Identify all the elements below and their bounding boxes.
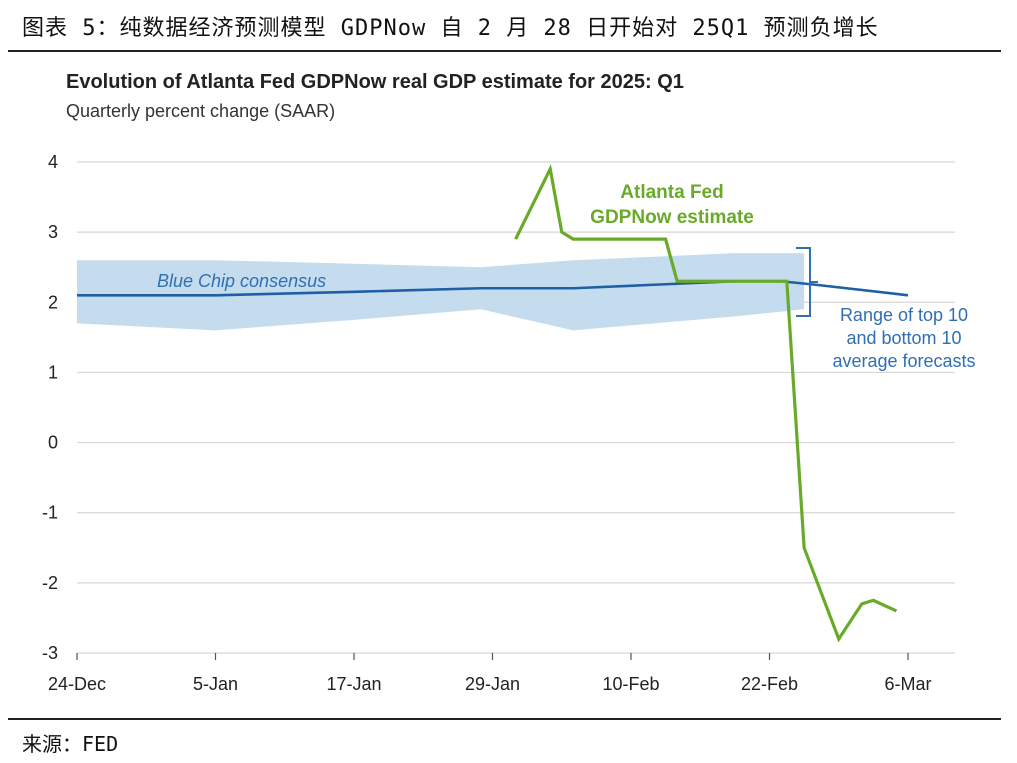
y-tick-label: -3 <box>42 643 58 663</box>
band-label-line-2: and bottom 10 <box>846 328 961 348</box>
y-tick-label: 2 <box>48 292 58 312</box>
x-tick-label: 22-Feb <box>741 674 798 694</box>
y-tick-label: 0 <box>48 433 58 453</box>
figure-caption: 图表 5：纯数据经济预测模型 GDPNow 自 2 月 28 日开始对 25Q1… <box>22 16 879 41</box>
y-tick-label: -1 <box>42 503 58 523</box>
gdpnow-label-line-2: GDPNow estimate <box>590 207 754 228</box>
x-axis-ticks: 24-Dec 5-Jan 17-Jan 29-Jan 10-Feb 22-Feb 6-Mar <box>48 653 932 694</box>
x-tick-label: 17-Jan <box>326 674 381 694</box>
series-lines <box>77 163 909 643</box>
x-tick-label: 5-Jan <box>193 674 238 694</box>
y-tick-label: 4 <box>48 152 58 172</box>
x-tick-label: 10-Feb <box>602 674 659 694</box>
band-label-line-1: Range of top 10 <box>840 305 968 325</box>
chart-subtitle: Quarterly percent change (SAAR) <box>66 101 335 121</box>
y-tick-label: 1 <box>48 362 58 382</box>
range-bracket <box>796 247 818 317</box>
y-tick-label: -2 <box>42 573 58 593</box>
y-tick-label: 3 <box>48 222 58 242</box>
bottom-rule <box>8 718 1001 720</box>
y-axis-ticks: 4 3 2 1 0 -1 -2 -3 <box>42 152 58 663</box>
source-note: 来源：FED <box>22 732 119 756</box>
x-tick-label: 6-Mar <box>884 674 931 694</box>
blue-chip-consensus-line <box>77 279 909 297</box>
consensus-label: Blue Chip consensus <box>157 271 326 291</box>
chart-title: Evolution of Atlanta Fed GDPNow real GDP… <box>66 71 684 93</box>
range-band-area <box>77 253 805 331</box>
x-tick-label: 29-Jan <box>465 674 520 694</box>
gdpnow-label-line-1: Atlanta Fed <box>620 182 723 203</box>
annotations: Atlanta Fed GDPNow estimate Blue Chip co… <box>157 182 976 371</box>
x-tick-label: 24-Dec <box>48 674 106 694</box>
top-rule <box>8 50 1001 52</box>
band-label-line-3: average forecasts <box>832 351 975 371</box>
forecast-range-band <box>77 253 805 331</box>
gdpnow-estimate-line <box>514 163 898 643</box>
